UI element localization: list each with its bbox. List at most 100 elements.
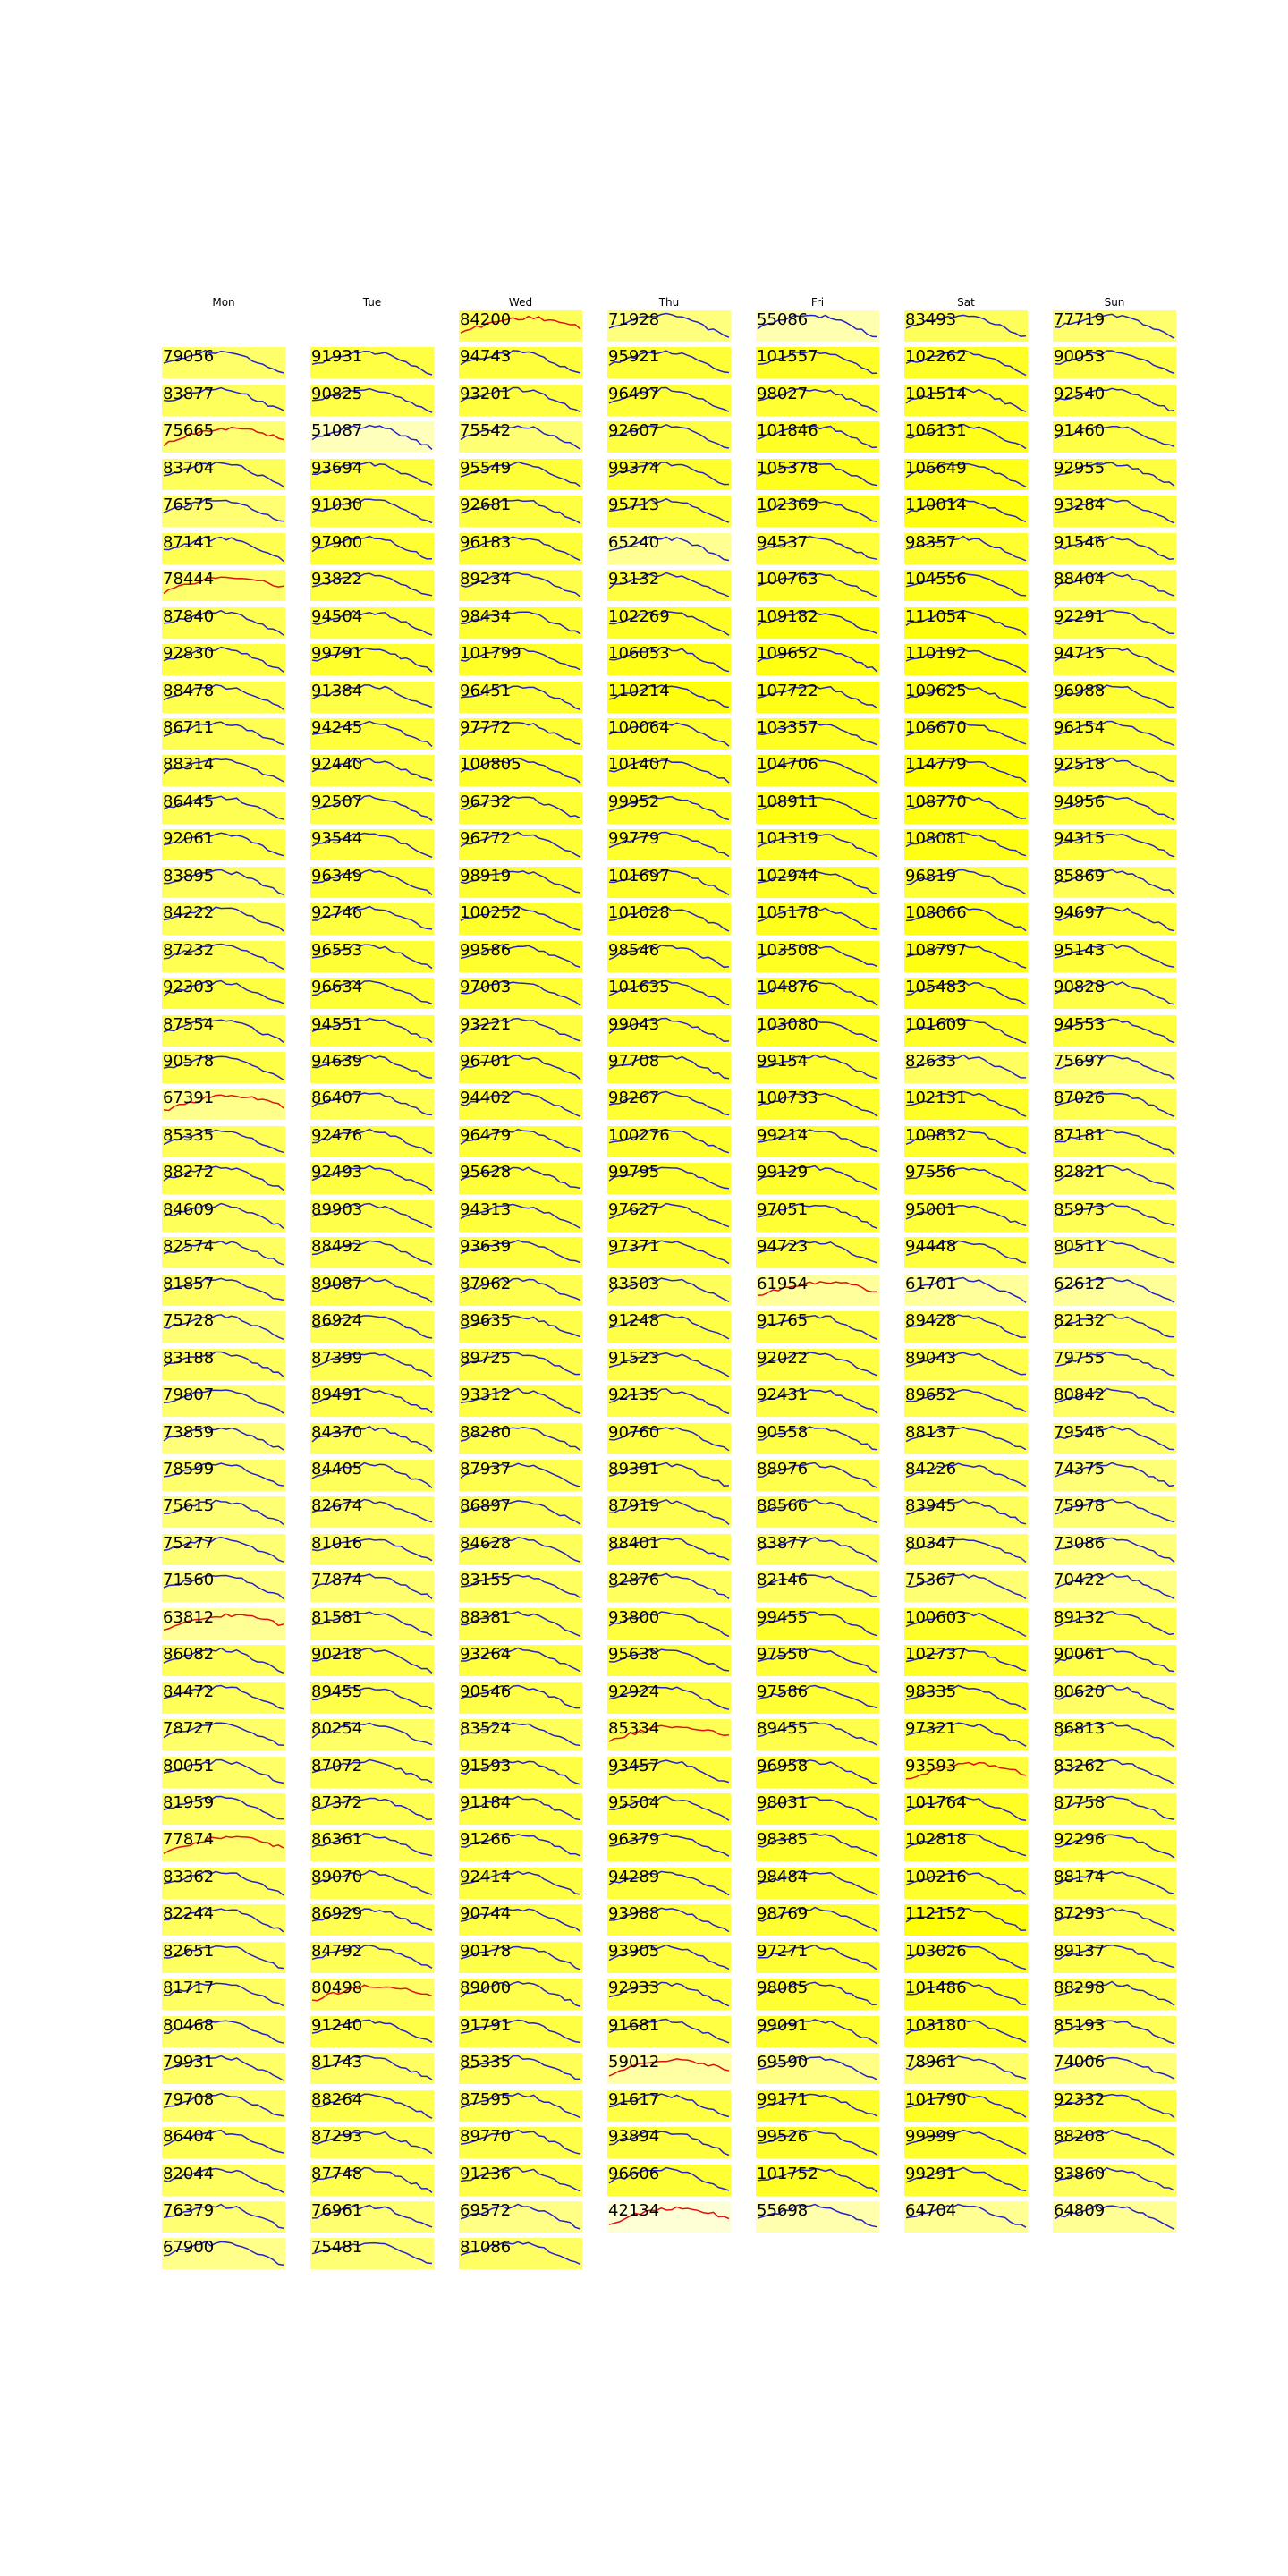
cell-value-label: 78961 (905, 2053, 957, 2072)
cell-value-label: 91546 (1054, 533, 1106, 552)
sparkline-path (757, 1981, 878, 2006)
sparkline-path (757, 647, 878, 673)
sparkline-path (1054, 535, 1175, 560)
sparkline (460, 1684, 581, 1709)
cell-value-label: 110214 (608, 682, 670, 700)
cell-value-label: 76961 (311, 2201, 363, 2220)
sparkline-path (757, 1054, 878, 1080)
sparkline-path (757, 722, 878, 746)
day-cell: 89491 (310, 1385, 434, 1417)
cell-value-label: 94743 (460, 347, 512, 366)
cell-value-label: 82651 (163, 1942, 215, 1961)
day-cell: 61701 (904, 1275, 1028, 1306)
day-cell: 99779 (607, 829, 731, 860)
sparkline-path (608, 1944, 730, 1970)
day-cell: 87962 (459, 1275, 582, 1306)
sparkline (757, 572, 878, 597)
day-cell: 94551 (310, 1015, 434, 1046)
sparkline-path (757, 535, 878, 561)
day-cell: 96379 (607, 1830, 731, 1861)
day-cell: 82044 (162, 2165, 285, 2196)
cell-value-label: 98027 (757, 385, 809, 403)
cell-value-label: 82132 (1054, 1311, 1106, 1330)
sparkline (757, 2019, 878, 2045)
cell-value-label: 87181 (1054, 1126, 1106, 1145)
day-cell: 99526 (756, 2127, 879, 2158)
sparkline-path (608, 2131, 730, 2157)
sparkline-path (460, 870, 581, 894)
day-cell: 78961 (904, 2053, 1028, 2084)
sparkline-path (608, 1277, 730, 1303)
day-cell: 81959 (162, 1793, 285, 1825)
cell-value-label: 101486 (905, 1979, 967, 1997)
sparkline-path (163, 1129, 284, 1154)
sparkline-path (608, 1055, 730, 1080)
sparkline (757, 647, 878, 673)
sparkline-path (757, 1315, 878, 1341)
sparkline (460, 536, 581, 562)
cell-value-label: 55698 (757, 2201, 809, 2220)
cell-value-label: 85193 (1054, 2016, 1106, 2035)
cell-value-label: 112152 (905, 1904, 967, 1923)
sparkline-path (608, 423, 730, 449)
cell-value-label: 108066 (905, 903, 967, 922)
sparkline (757, 2203, 878, 2228)
sparkline-path (163, 721, 284, 746)
day-cell: 99214 (756, 1126, 879, 1157)
cell-value-label: 77719 (1054, 310, 1106, 329)
sparkline (608, 1944, 730, 1970)
day-cell: 100276 (607, 1126, 731, 1157)
day-cell: 87919 (607, 1496, 731, 1528)
cell-value-label: 91931 (311, 347, 363, 366)
day-cell: 90760 (607, 1423, 731, 1454)
sparkline (311, 684, 433, 708)
sparkline (1054, 1907, 1175, 1932)
sparkline-path (757, 351, 878, 375)
cell-value-label: 88404 (1054, 570, 1106, 589)
cell-value-label: 100216 (905, 1868, 967, 1886)
cell-value-label: 75728 (163, 1311, 215, 1330)
cell-value-label: 101635 (608, 978, 670, 996)
day-cell: 108081 (904, 829, 1028, 860)
sparkline (608, 1240, 730, 1265)
cell-value-label: 101752 (757, 2165, 818, 2183)
day-cell: 95638 (607, 1645, 731, 1676)
sparkline (311, 1686, 433, 1710)
sparkline (757, 905, 878, 931)
sparkline (163, 462, 284, 487)
sparkline-path (757, 684, 878, 709)
sparkline-path (608, 831, 730, 858)
sparkline (1054, 684, 1175, 708)
cell-value-label: 99999 (905, 2127, 957, 2146)
cell-value-label: 83895 (163, 867, 215, 886)
cell-value-label: 99154 (757, 1052, 809, 1071)
sparkline (311, 979, 433, 1005)
sparkline (311, 1202, 433, 1229)
day-cell: 100603 (904, 1608, 1028, 1640)
day-cell: 75665 (162, 421, 285, 453)
cell-value-label: 95504 (608, 1793, 660, 1812)
sparkline-path (757, 2055, 878, 2080)
cell-value-label: 93544 (311, 829, 363, 848)
cell-value-label: 89491 (311, 1385, 363, 1404)
cell-value-label: 67391 (163, 1089, 215, 1107)
day-cell: 76961 (310, 2201, 434, 2233)
sparkline-path (311, 1128, 433, 1155)
sparkline-path (163, 979, 284, 1004)
sparkline-path (460, 1203, 581, 1230)
sparkline-path (905, 423, 1027, 450)
day-cell: 91266 (459, 1830, 582, 1861)
sparkline (757, 425, 878, 449)
cell-value-label: 74375 (1054, 1460, 1106, 1479)
day-cell: 81857 (162, 1275, 285, 1306)
sparkline (311, 1128, 433, 1155)
cell-value-label: 86082 (163, 1645, 215, 1664)
day-cell: 104876 (756, 978, 879, 1009)
day-cell: 86924 (310, 1311, 434, 1343)
sparkline-path (905, 1129, 1027, 1155)
cell-value-label: 87758 (1054, 1793, 1106, 1812)
cell-value-label: 87554 (163, 1015, 215, 1034)
cell-value-label: 86711 (163, 718, 215, 737)
sparkline-path (608, 1907, 730, 1933)
cell-value-label: 90828 (1054, 978, 1106, 996)
